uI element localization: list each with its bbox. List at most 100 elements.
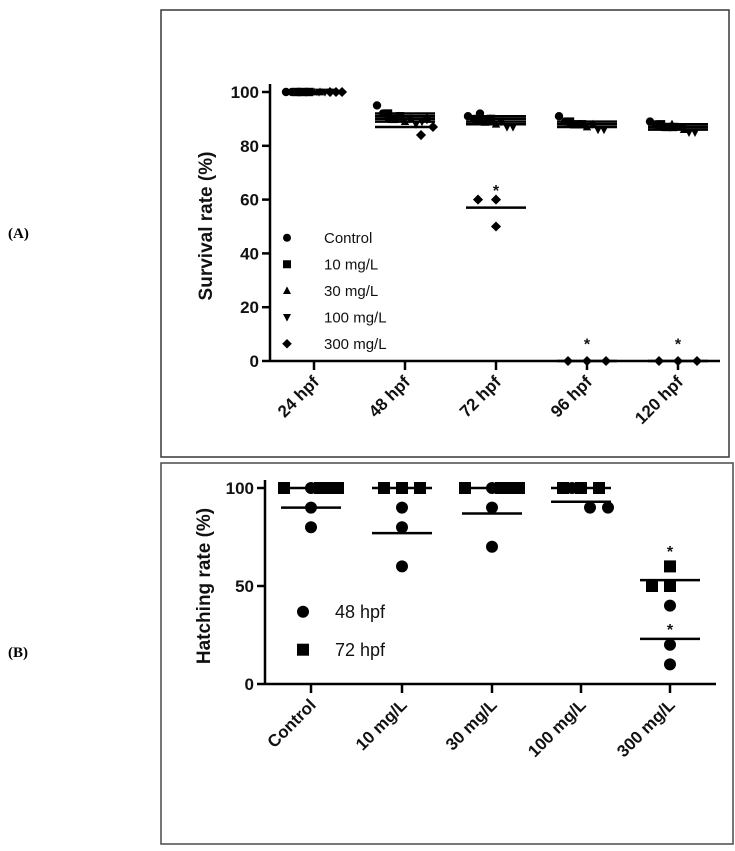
data-point	[292, 87, 302, 97]
data-point	[309, 87, 319, 96]
data-point	[584, 501, 596, 514]
data-point	[486, 540, 498, 553]
data-point	[396, 501, 408, 514]
legend-label: 30 mg/L	[324, 283, 378, 300]
data-point	[396, 482, 408, 494]
data-point	[664, 658, 676, 671]
data-point	[414, 482, 426, 494]
data-point	[502, 123, 512, 132]
data-point	[684, 128, 694, 137]
y-tick-label: 50	[235, 577, 254, 596]
data-point	[678, 123, 688, 132]
data-point	[653, 355, 665, 367]
data-point	[575, 482, 587, 494]
data-point	[405, 115, 415, 124]
data-point	[372, 101, 382, 110]
data-point	[664, 560, 676, 573]
data-point	[646, 580, 658, 592]
panel-b-chart: Hatching rate (%) 0 50 100 Control 10 mg/L 3…	[194, 479, 716, 761]
data-point	[602, 501, 614, 514]
data-point	[421, 113, 433, 124]
data-point	[474, 114, 484, 124]
data-point	[656, 120, 666, 129]
data-point	[459, 482, 471, 494]
x-tick-label: 96 hpf	[547, 372, 596, 421]
data-point	[305, 521, 317, 534]
x-tick-label: 48 hpf	[365, 372, 414, 421]
panel-a-chart: Survival rate (%) 0 20 40 60 80 100 24 hpf 48 …	[196, 83, 720, 428]
x-tick-label: 300 mg/L	[613, 695, 679, 761]
data-point	[427, 121, 439, 133]
data-point	[490, 221, 502, 232]
data-point	[490, 194, 502, 205]
y-axis-title: Hatching rate (%)	[194, 508, 215, 664]
data-point	[664, 599, 676, 612]
y-tick-label: 20	[240, 298, 259, 317]
data-point	[664, 580, 676, 592]
y-tick-label: 100	[226, 479, 254, 498]
data-point	[593, 482, 605, 494]
significance-marker: *	[667, 544, 674, 561]
legend-marker	[297, 605, 309, 618]
data-point	[480, 117, 490, 126]
significance-marker: *	[667, 622, 674, 639]
data-point	[472, 194, 484, 205]
data-point	[411, 120, 421, 129]
data-point	[662, 122, 672, 132]
data-point	[664, 638, 676, 651]
x-tick-label: 120 hpf	[631, 372, 687, 428]
y-axis-title: Survival rate (%)	[196, 152, 217, 301]
data-point	[600, 355, 612, 367]
data-point	[554, 112, 564, 121]
x-tick-label: 72 hpf	[456, 372, 505, 421]
data-point	[305, 501, 317, 514]
data-point	[400, 116, 410, 125]
y-tick-label: 60	[240, 191, 259, 210]
legend-marker	[282, 338, 292, 349]
x-tick-label: 10 mg/L	[352, 695, 411, 754]
y-tick-label: 100	[231, 83, 259, 102]
data-point	[672, 355, 684, 367]
significance-marker: *	[493, 183, 500, 200]
data-point	[508, 123, 518, 132]
data-point	[486, 501, 498, 514]
legend-marker	[283, 260, 291, 269]
data-point	[303, 87, 313, 96]
data-point	[513, 482, 525, 494]
legend-label: 100 mg/L	[324, 310, 387, 327]
data-point	[571, 120, 581, 129]
data-point	[396, 560, 408, 573]
legend-marker	[283, 233, 291, 242]
data-point	[690, 128, 700, 137]
legend-label: 300 mg/L	[324, 336, 387, 353]
data-point	[496, 118, 506, 127]
data-point	[383, 109, 393, 118]
legend-label: 72 hpf	[335, 640, 386, 660]
x-tick-label: Control	[264, 695, 320, 751]
data-point	[582, 122, 592, 131]
data-point	[281, 87, 291, 97]
data-point	[278, 482, 290, 494]
data-point	[691, 355, 703, 367]
legend-marker	[283, 286, 291, 294]
data-point	[396, 521, 408, 534]
data-point	[491, 119, 501, 128]
legend-label: 10 mg/L	[324, 257, 378, 274]
data-point	[565, 117, 575, 126]
data-point	[336, 86, 348, 98]
legend-marker	[283, 314, 291, 322]
significance-marker: *	[584, 336, 591, 353]
panel-a-frame	[160, 9, 730, 458]
data-point	[394, 111, 404, 120]
data-point	[324, 86, 336, 98]
data-point	[599, 126, 609, 135]
data-point	[581, 355, 593, 367]
legend-label: Control	[324, 230, 372, 247]
data-point	[593, 126, 603, 135]
data-point	[298, 87, 308, 97]
data-point	[557, 482, 569, 494]
data-point	[576, 119, 586, 128]
significance-marker: *	[675, 336, 682, 353]
data-point	[562, 355, 574, 367]
